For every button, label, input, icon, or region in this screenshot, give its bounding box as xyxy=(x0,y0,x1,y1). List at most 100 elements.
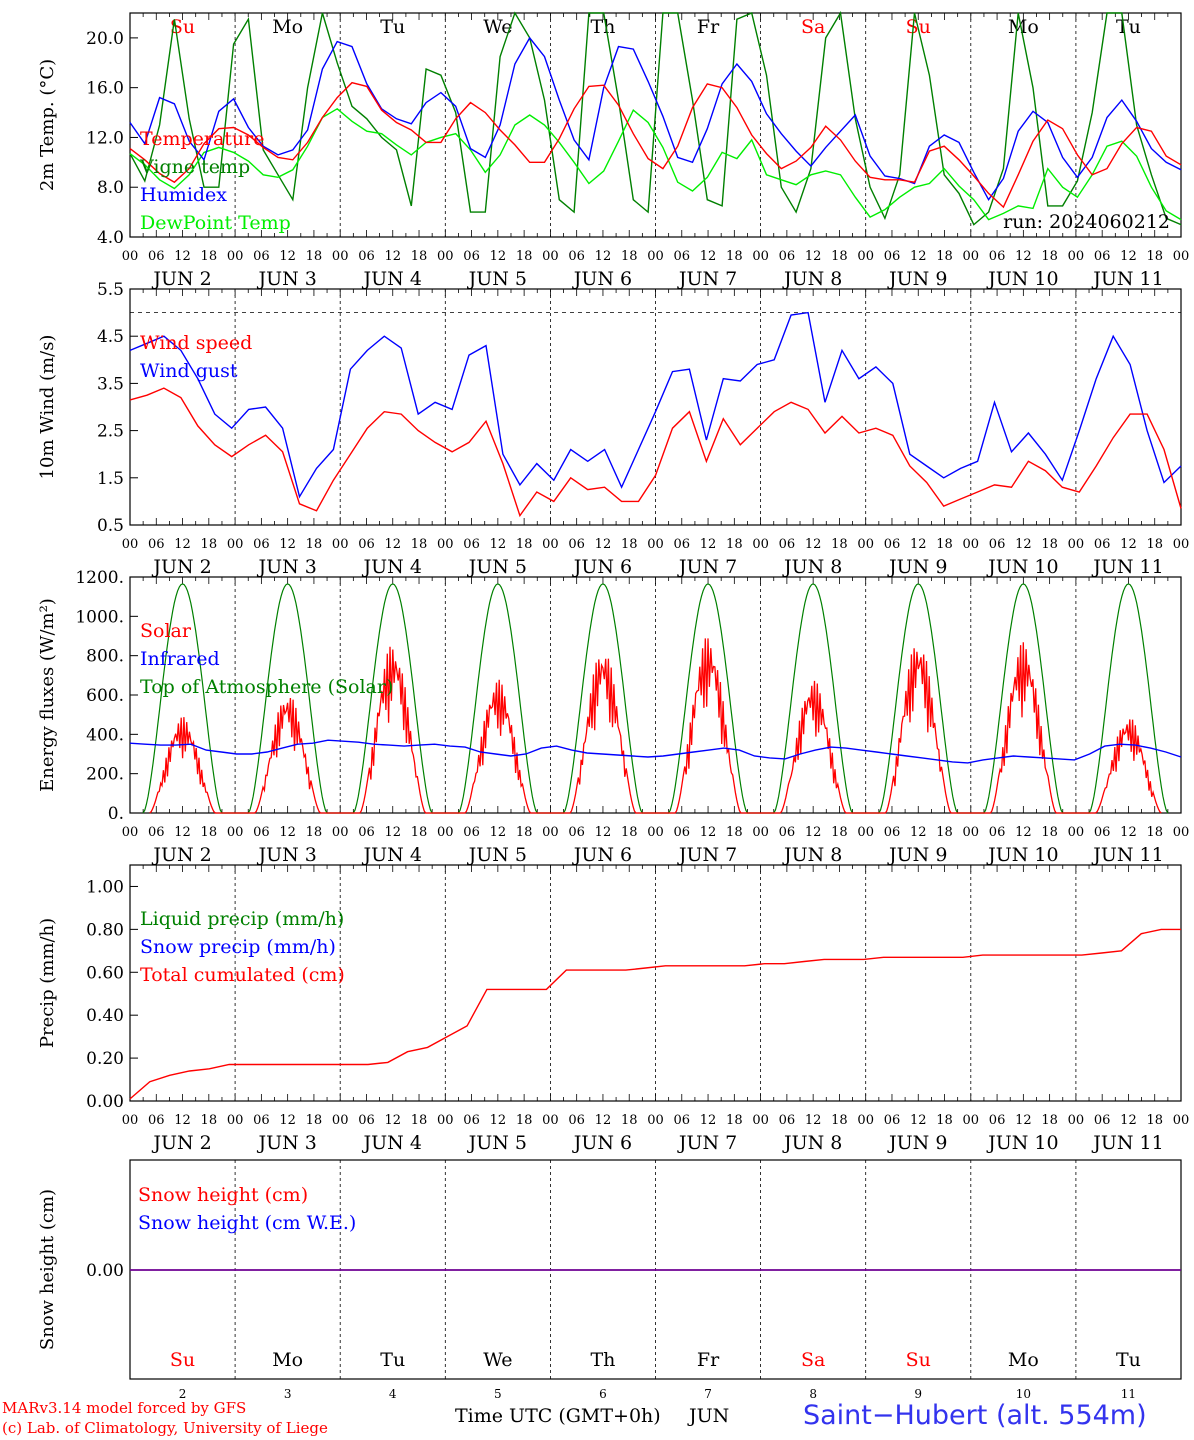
date-label: JUN 2 xyxy=(151,1132,211,1154)
weekday-label: Su xyxy=(906,1349,931,1371)
x-tick-label: 12 xyxy=(384,1113,401,1128)
x-tick-label: 00 xyxy=(963,537,980,552)
x-tick-label: 00 xyxy=(122,1113,139,1128)
x-tick-label: 12 xyxy=(1120,1113,1137,1128)
x-tick-label: 00 xyxy=(227,1113,244,1128)
legend-entry: Top of Atmosphere (Solar) xyxy=(140,676,393,698)
y-tick-label: 0.60 xyxy=(86,963,124,983)
date-label: 10 xyxy=(1016,1387,1031,1401)
x-tick-label: 12 xyxy=(1120,825,1137,840)
x-tick-label: 06 xyxy=(674,249,691,264)
y-tick-label: 200. xyxy=(86,765,124,785)
x-tick-label: 06 xyxy=(253,537,270,552)
x-tick-label: 06 xyxy=(148,1113,165,1128)
x-tick-label: 06 xyxy=(674,825,691,840)
x-tick-label: 06 xyxy=(779,537,796,552)
x-tick-label: 18 xyxy=(831,249,848,264)
x-tick-label: 00 xyxy=(437,537,454,552)
y-tick-label: 12.0 xyxy=(86,128,124,148)
x-tick-label: 18 xyxy=(306,825,323,840)
date-label: JUN 8 xyxy=(782,844,842,866)
x-tick-label: 18 xyxy=(831,537,848,552)
y-tick-label: 20.0 xyxy=(86,29,124,49)
x-tick-label: 12 xyxy=(279,537,296,552)
date-label: JUN 9 xyxy=(887,844,947,866)
x-tick-label: 00 xyxy=(332,249,349,264)
x-tick-label: 06 xyxy=(463,1113,480,1128)
date-label: 11 xyxy=(1121,1387,1136,1401)
infrared-line xyxy=(129,739,1182,764)
x-tick-label: 12 xyxy=(910,1113,927,1128)
weekday-label: Fr xyxy=(697,16,720,38)
x-tick-label: 12 xyxy=(1015,825,1032,840)
y-tick-label: 0.80 xyxy=(86,920,124,940)
x-tick-label: 06 xyxy=(463,249,480,264)
x-tick-label: 00 xyxy=(963,825,980,840)
y-tick-label: 600. xyxy=(86,686,124,706)
x-tick-label: 00 xyxy=(1173,1113,1190,1128)
x-tick-label: 00 xyxy=(857,825,874,840)
date-label: JUN 7 xyxy=(677,556,737,578)
x-tick-label: 18 xyxy=(726,537,743,552)
x-tick-label: 12 xyxy=(490,1113,507,1128)
y-tick-label: 0.20 xyxy=(86,1049,124,1069)
lab-credit: (c) Lab. of Climatology, University of L… xyxy=(2,1419,328,1437)
y-tick-label: 1000. xyxy=(75,607,124,627)
x-tick-label: 00 xyxy=(437,249,454,264)
x-tick-label: 18 xyxy=(621,825,638,840)
y-tick-label: 1.5 xyxy=(97,469,124,489)
x-tick-label: 06 xyxy=(989,1113,1006,1128)
weekday-label: We xyxy=(483,1349,512,1371)
x-tick-label: 12 xyxy=(384,825,401,840)
x-tick-label: 18 xyxy=(1041,1113,1058,1128)
x-tick-label: 18 xyxy=(936,1113,953,1128)
y-tick-label: 2.5 xyxy=(97,422,124,442)
x-tick-label: 18 xyxy=(201,825,218,840)
legend-entry: Total cumulated (cm) xyxy=(140,964,345,986)
x-tick-label: 00 xyxy=(1173,537,1190,552)
legend-entry: Snow height (cm W.E.) xyxy=(138,1212,356,1234)
date-label: JUN 7 xyxy=(677,844,737,866)
x-tick-label: 00 xyxy=(647,537,664,552)
date-label: JUN 2 xyxy=(151,844,211,866)
x-tick-label: 00 xyxy=(647,249,664,264)
x-tick-label: 18 xyxy=(726,825,743,840)
legend-entry: Vigne temp xyxy=(139,156,250,178)
x-tick-label: 12 xyxy=(595,825,612,840)
x-tick-label: 18 xyxy=(1041,537,1058,552)
date-label: 8 xyxy=(809,1387,817,1401)
date-label: JUN 4 xyxy=(362,1132,422,1154)
run-label: run: 2024060212 xyxy=(1003,211,1170,233)
date-label: JUN 3 xyxy=(256,268,316,290)
y-axis-label: 10m Wind (m/s) xyxy=(37,335,58,480)
x-tick-label: 00 xyxy=(437,825,454,840)
x-tick-label: 00 xyxy=(752,825,769,840)
x-tick-label: 00 xyxy=(122,537,139,552)
date-label: 5 xyxy=(494,1387,502,1401)
date-label: JUN 6 xyxy=(572,1132,632,1154)
x-tick-label: 18 xyxy=(201,1113,218,1128)
weekday-label: Fr xyxy=(697,1349,720,1371)
x-tick-label: 12 xyxy=(700,249,717,264)
x-tick-label: 12 xyxy=(384,537,401,552)
date-label: JUN 10 xyxy=(986,556,1058,578)
x-tick-label: 06 xyxy=(463,825,480,840)
y-axis-label: Precip (mm/h) xyxy=(37,918,58,1048)
y-tick-label: 3.5 xyxy=(97,374,124,394)
x-tick-label: 00 xyxy=(227,537,244,552)
y-tick-label: 4.0 xyxy=(97,228,124,248)
x-tick-label: 00 xyxy=(857,1113,874,1128)
x-tick-label: 06 xyxy=(568,1113,585,1128)
x-tick-label: 06 xyxy=(1094,249,1111,264)
y-tick-label: 0.40 xyxy=(86,1006,124,1026)
date-label: 3 xyxy=(284,1387,292,1401)
x-tick-label: 18 xyxy=(201,249,218,264)
x-tick-label: 06 xyxy=(253,1113,270,1128)
date-label: JUN 4 xyxy=(362,556,422,578)
x-tick-label: 12 xyxy=(279,249,296,264)
wind-speed-line xyxy=(129,387,1182,518)
cumulated-precip-line xyxy=(129,928,1181,1100)
date-label: JUN 9 xyxy=(887,556,947,578)
x-tick-label: 06 xyxy=(463,537,480,552)
x-tick-label: 06 xyxy=(989,249,1006,264)
